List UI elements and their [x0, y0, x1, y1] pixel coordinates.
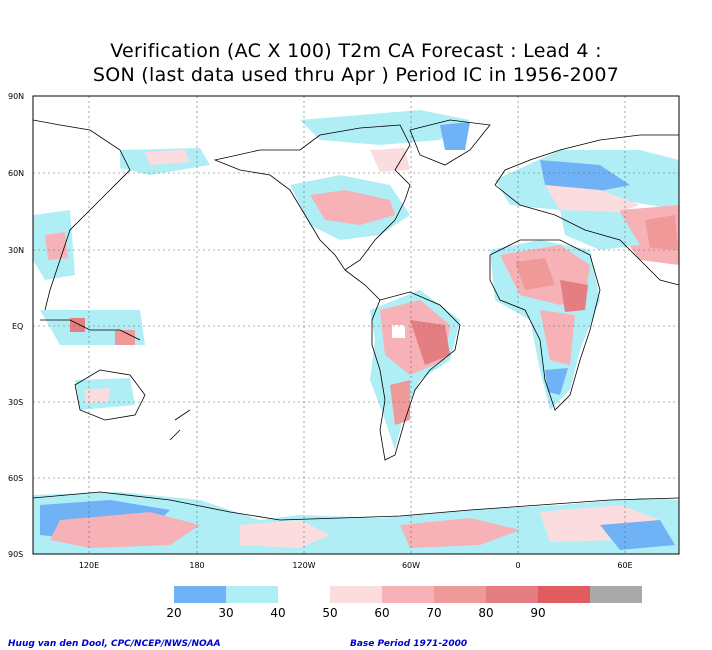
lat-label: 60N: [8, 169, 24, 178]
colorbar-swatch: [486, 586, 538, 603]
lat-label: 60S: [8, 474, 23, 483]
lat-axis: 90N 60N 30N EQ 30S 60S 90S: [8, 92, 24, 559]
grid-lines: [33, 96, 679, 554]
colorbar-swatch: [590, 586, 642, 603]
colorbar-tick-label: 20: [166, 606, 181, 620]
credit-text: Huug van den Dool, CPC/NCEP/NWS/NOAA: [8, 639, 221, 649]
colorbar-swatch: [226, 586, 278, 603]
colorbar-tick-label: 80: [478, 606, 493, 620]
title-line-2: SON (last data used thru Apr ) Period IC…: [92, 64, 620, 86]
base-period-text: Base Period 1971-2000: [350, 639, 468, 649]
coastlines: [32, 119, 680, 521]
colorbar-tick-label: 30: [218, 606, 233, 620]
colorbar-tick-label: 70: [426, 606, 441, 620]
colorbar-swatch: [278, 586, 330, 603]
lat-label: EQ: [12, 322, 23, 331]
colorbar-swatch: [434, 586, 486, 603]
colorbar-swatch: [330, 586, 382, 603]
lon-label: 120E: [79, 561, 99, 570]
lat-label: 90N: [8, 92, 24, 101]
colorbar-tick-label: 40: [270, 606, 285, 620]
lon-axis: 120E 180 120W 60W 0 60E: [79, 561, 633, 570]
lon-label: 60E: [617, 561, 632, 570]
lon-label: 60W: [402, 561, 420, 570]
colorbar-tick-label: 60: [374, 606, 389, 620]
colorbar-tick-label: 90: [530, 606, 545, 620]
colorbar-swatch: [538, 586, 590, 603]
colorbar-swatch: [382, 586, 434, 603]
colorbar: 20 30 40 50 60 70 80 90: [166, 586, 642, 620]
map-frame: [32, 95, 680, 555]
lat-label: 30N: [8, 246, 24, 255]
lat-label: 90S: [8, 550, 23, 559]
title-line-1: Verification (AC X 100) T2m CA Forecast …: [110, 40, 602, 62]
colorbar-tick-label: 50: [322, 606, 337, 620]
colorbar-swatch: [174, 586, 226, 603]
lon-label: 180: [189, 561, 204, 570]
lat-label: 30S: [8, 398, 23, 407]
lon-label: 0: [515, 561, 520, 570]
lon-label: 120W: [292, 561, 315, 570]
